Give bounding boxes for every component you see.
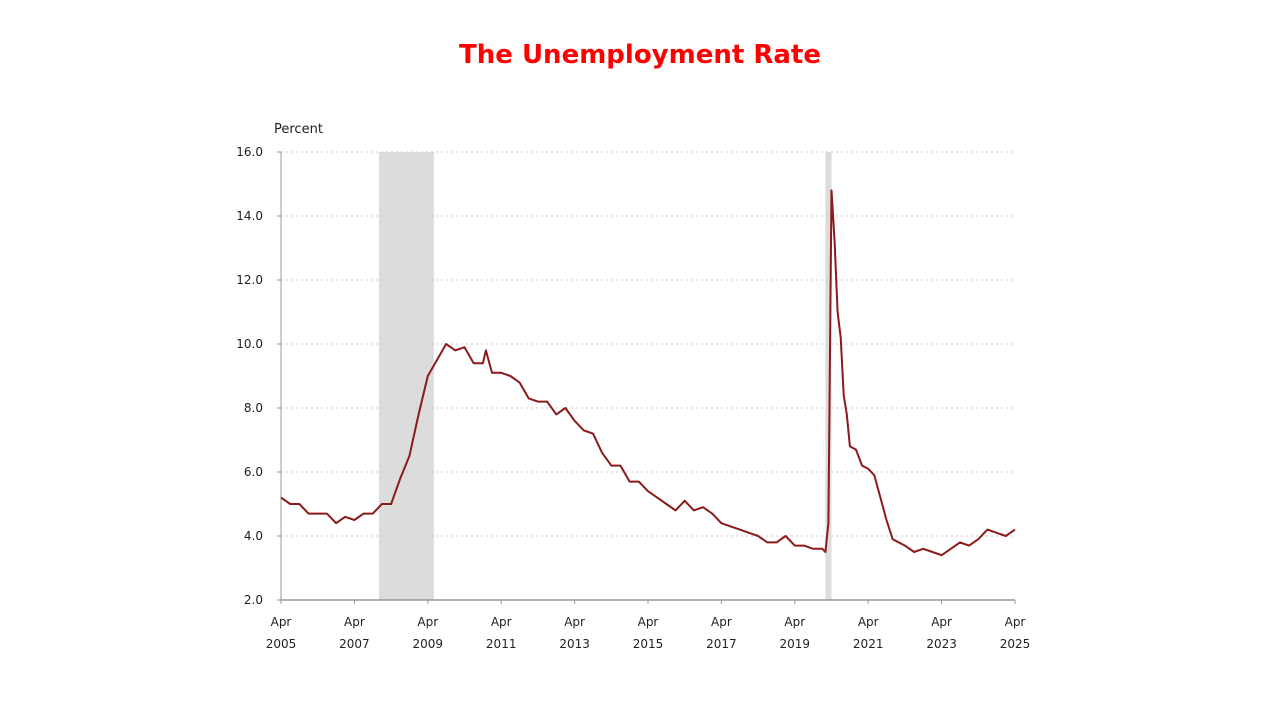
y-tick-label: 10.0 (236, 337, 263, 351)
x-tick-year-label: 2019 (780, 637, 811, 651)
x-tick-month-label: Apr (784, 615, 805, 629)
recession-band-2 (825, 152, 832, 600)
x-tick-year-label: 2013 (559, 637, 590, 651)
y-tick-label: 12.0 (236, 273, 263, 287)
x-tick-year-label: 2009 (413, 637, 444, 651)
x-tick-year-label: 2011 (486, 637, 517, 651)
y-tick-label: 4.0 (244, 529, 263, 543)
x-tick-month-label: Apr (1005, 615, 1026, 629)
x-tick-month-label: Apr (491, 615, 512, 629)
y-axis-unit-label: Percent (274, 122, 323, 137)
y-tick-label: 2.0 (244, 593, 263, 607)
x-tick-month-label: Apr (858, 615, 879, 629)
x-tick-month-label: Apr (344, 615, 365, 629)
x-tick-year-label: 2005 (266, 637, 297, 651)
y-tick-label: 8.0 (244, 401, 263, 415)
x-tick-year-label: 2023 (926, 637, 957, 651)
x-tick-month-label: Apr (564, 615, 585, 629)
y-tick-label: 6.0 (244, 465, 263, 479)
series-line-unemployment-rate (280, 189, 1016, 557)
x-tick-year-label: 2017 (706, 637, 737, 651)
series-layer (280, 189, 1016, 557)
x-tick-month-label: Apr (638, 615, 659, 629)
y-tick-label: 16.0 (236, 145, 263, 159)
x-tick-labels: Apr 2005 Apr 2007 Apr 2009 Apr 2011 Apr 2013 Apr 20… (266, 600, 1031, 651)
chart-title: The Unemployment Rate (459, 40, 821, 70)
x-tick-month-label: Apr (711, 615, 732, 629)
x-tick-month-label: Apr (271, 615, 292, 629)
recession-bands (378, 152, 832, 600)
x-tick-year-label: 2007 (339, 637, 370, 651)
y-tick-labels: 2.0 4.0 6.0 8.0 10.0 12.0 14.0 16.0 (236, 145, 281, 607)
x-tick-year-label: 2025 (1000, 637, 1031, 651)
recession-band-1 (378, 152, 434, 600)
y-tick-label: 14.0 (236, 209, 263, 223)
x-tick-year-label: 2021 (853, 637, 884, 651)
x-tick-month-label: Apr (931, 615, 952, 629)
x-tick-year-label: 2015 (633, 637, 664, 651)
x-tick-month-label: Apr (417, 615, 438, 629)
